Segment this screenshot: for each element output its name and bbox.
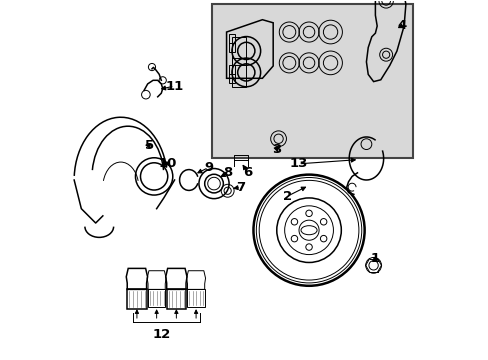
Text: 9: 9 bbox=[203, 161, 213, 174]
Text: 3: 3 bbox=[272, 143, 281, 156]
Bar bbox=[231, 37, 246, 65]
Bar bbox=[228, 65, 234, 83]
FancyBboxPatch shape bbox=[212, 4, 412, 158]
Text: 10: 10 bbox=[158, 157, 176, 170]
Bar bbox=[228, 34, 234, 52]
Text: 11: 11 bbox=[165, 80, 183, 93]
Text: 1: 1 bbox=[370, 252, 379, 265]
Text: 6: 6 bbox=[243, 166, 252, 179]
Text: 4: 4 bbox=[397, 19, 406, 32]
Text: 12: 12 bbox=[153, 328, 171, 341]
Text: 5: 5 bbox=[144, 139, 154, 152]
Bar bbox=[231, 58, 246, 87]
Text: 13: 13 bbox=[288, 157, 307, 170]
Text: 7: 7 bbox=[236, 181, 245, 194]
Text: 8: 8 bbox=[224, 166, 232, 179]
Text: 2: 2 bbox=[283, 190, 291, 203]
